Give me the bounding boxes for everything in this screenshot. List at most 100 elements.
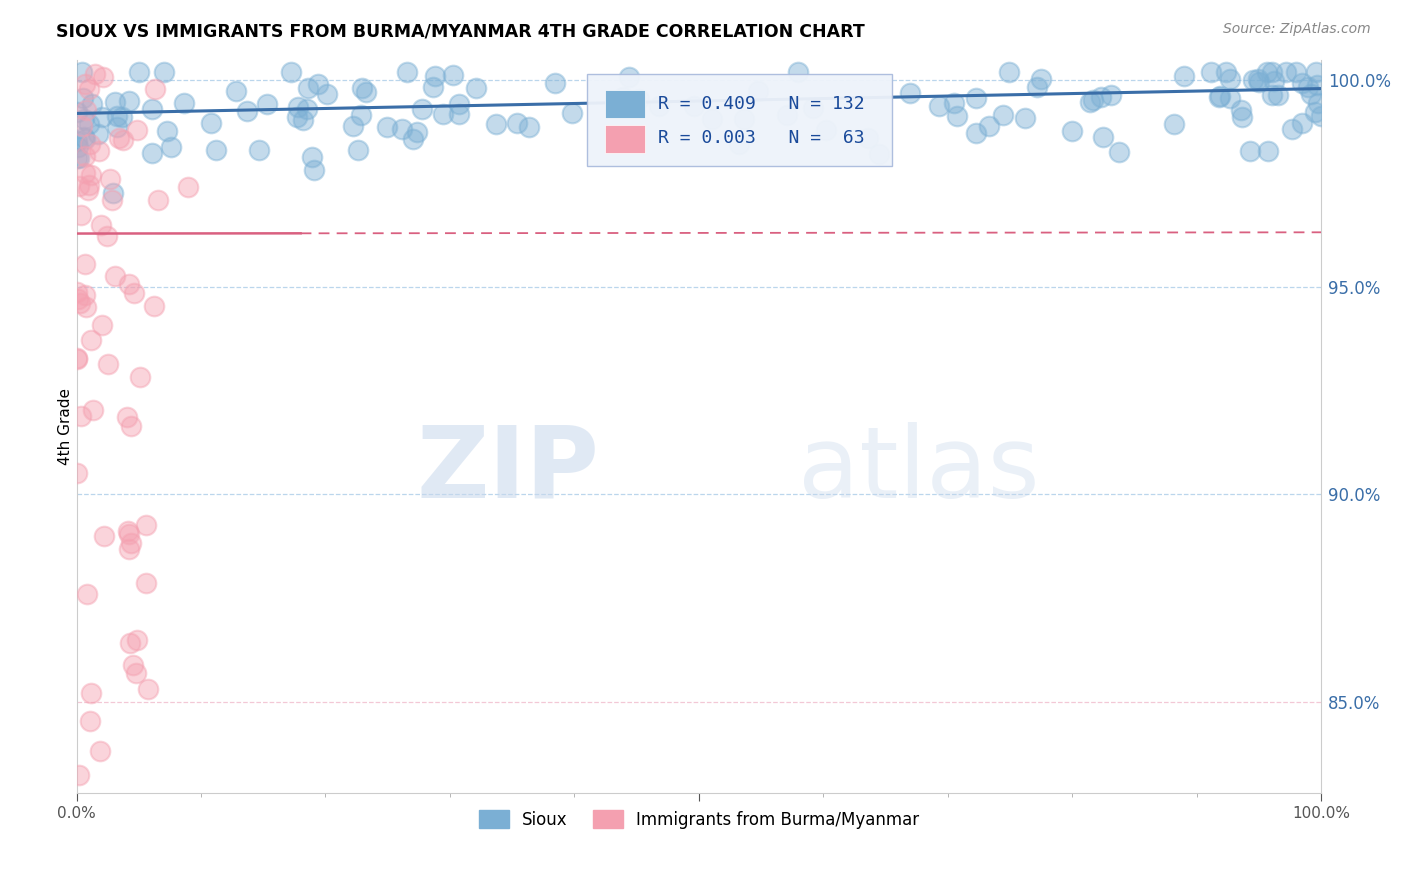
- Point: [1239, 145, 1261, 159]
- Point: [287, 100, 309, 114]
- Point: [628, 92, 651, 106]
- Point: [1209, 89, 1232, 103]
- Point: [801, 101, 824, 115]
- Point: [173, 96, 195, 111]
- Text: ZIP: ZIP: [416, 422, 599, 518]
- Point: [485, 117, 508, 131]
- Point: [612, 90, 634, 104]
- Point: [73, 112, 96, 127]
- Point: [65, 351, 87, 366]
- Point: [70, 119, 93, 133]
- Point: [80, 168, 103, 182]
- Point: [127, 632, 149, 647]
- Point: [67, 179, 90, 194]
- Point: [1091, 129, 1114, 144]
- Point: [112, 132, 135, 146]
- Point: [315, 87, 337, 101]
- Point: [128, 369, 150, 384]
- Point: [120, 535, 142, 549]
- Point: [236, 104, 259, 119]
- Point: [66, 352, 89, 367]
- Point: [120, 636, 142, 650]
- Point: [75, 288, 97, 302]
- Point: [101, 186, 124, 201]
- Point: [177, 180, 200, 194]
- Point: [153, 65, 176, 79]
- Point: [249, 143, 271, 157]
- Point: [543, 76, 565, 90]
- Point: [118, 277, 141, 291]
- Point: [346, 143, 368, 157]
- Point: [225, 84, 247, 98]
- Point: [350, 80, 373, 95]
- Point: [77, 81, 100, 95]
- Point: [141, 146, 163, 161]
- Point: [1257, 144, 1279, 158]
- Point: [66, 134, 89, 148]
- Point: [1208, 90, 1230, 104]
- Point: [146, 194, 169, 208]
- Point: [1215, 65, 1237, 79]
- Point: [1256, 65, 1278, 79]
- Point: [1267, 88, 1289, 103]
- Point: [77, 118, 100, 132]
- Point: [105, 120, 128, 135]
- Point: [1306, 78, 1329, 92]
- Bar: [606, 90, 645, 119]
- Point: [648, 99, 671, 113]
- Point: [1080, 95, 1102, 110]
- Point: [465, 80, 488, 95]
- Point: [441, 69, 464, 83]
- Point: [1014, 111, 1036, 125]
- Point: [1263, 74, 1285, 88]
- Point: [993, 108, 1015, 122]
- Point: [77, 178, 100, 193]
- Point: [342, 119, 364, 133]
- Point: [156, 124, 179, 138]
- Point: [506, 116, 529, 130]
- Point: [141, 102, 163, 116]
- Point: [115, 409, 138, 424]
- Point: [143, 82, 166, 96]
- Point: [89, 744, 111, 758]
- Point: [90, 218, 112, 232]
- Point: [307, 77, 329, 91]
- Point: [447, 97, 470, 112]
- FancyBboxPatch shape: [586, 74, 891, 166]
- Point: [111, 110, 134, 124]
- Text: atlas: atlas: [799, 422, 1040, 518]
- Point: [73, 130, 96, 145]
- Point: [943, 95, 966, 110]
- Point: [1199, 65, 1222, 79]
- Y-axis label: 4th Grade: 4th Grade: [58, 388, 73, 465]
- Point: [295, 102, 318, 116]
- Text: R = 0.409   N = 132: R = 0.409 N = 132: [658, 95, 865, 112]
- Point: [965, 126, 987, 140]
- Point: [90, 318, 112, 332]
- Point: [84, 67, 107, 81]
- Point: [72, 65, 94, 79]
- Point: [128, 65, 150, 79]
- Point: [143, 299, 166, 313]
- Point: [66, 285, 89, 300]
- Point: [76, 586, 98, 600]
- Point: [354, 85, 377, 99]
- Point: [301, 150, 323, 164]
- Point: [80, 97, 103, 112]
- Point: [108, 131, 131, 145]
- Point: [66, 140, 89, 154]
- Point: [856, 131, 879, 145]
- Point: [87, 144, 110, 158]
- Text: Source: ZipAtlas.com: Source: ZipAtlas.com: [1223, 22, 1371, 37]
- Point: [411, 102, 433, 116]
- Point: [104, 268, 127, 283]
- Point: [67, 151, 90, 165]
- Point: [449, 107, 471, 121]
- Point: [1241, 72, 1264, 87]
- Point: [1249, 75, 1271, 89]
- Point: [79, 137, 101, 152]
- Point: [134, 576, 156, 591]
- Point: [422, 80, 444, 95]
- Point: [815, 123, 838, 137]
- Point: [96, 229, 118, 244]
